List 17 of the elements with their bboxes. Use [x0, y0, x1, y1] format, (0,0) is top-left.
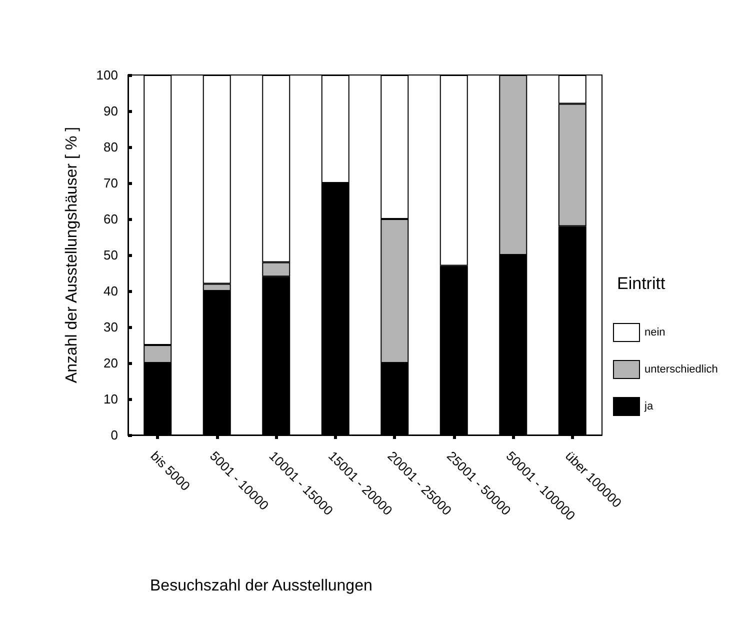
y-tick-label: 90 [104, 104, 118, 118]
y-tick-label: 80 [104, 140, 118, 154]
y-tick-label: 10 [104, 392, 118, 406]
legend-label: ja [644, 400, 654, 412]
legend-label: unterschiedlich [644, 364, 718, 376]
y-axis-title: Anzahl der Ausstellungshäuser [ % ] [64, 126, 80, 384]
y-tick-label: 60 [104, 212, 118, 226]
y-tick-label: 100 [96, 68, 118, 82]
y-tick-label: 40 [104, 284, 118, 298]
x-axis-title: Besuchszahl der Ausstellungen [150, 578, 372, 594]
legend-label: nein [644, 326, 666, 338]
y-tick-label: 70 [104, 176, 118, 190]
y-tick-label: 20 [104, 356, 118, 370]
legend-title: Eintritt [617, 274, 666, 293]
y-tick-label: 0 [110, 428, 118, 442]
y-tick-label: 30 [104, 320, 118, 334]
y-tick-label: 50 [104, 248, 118, 262]
